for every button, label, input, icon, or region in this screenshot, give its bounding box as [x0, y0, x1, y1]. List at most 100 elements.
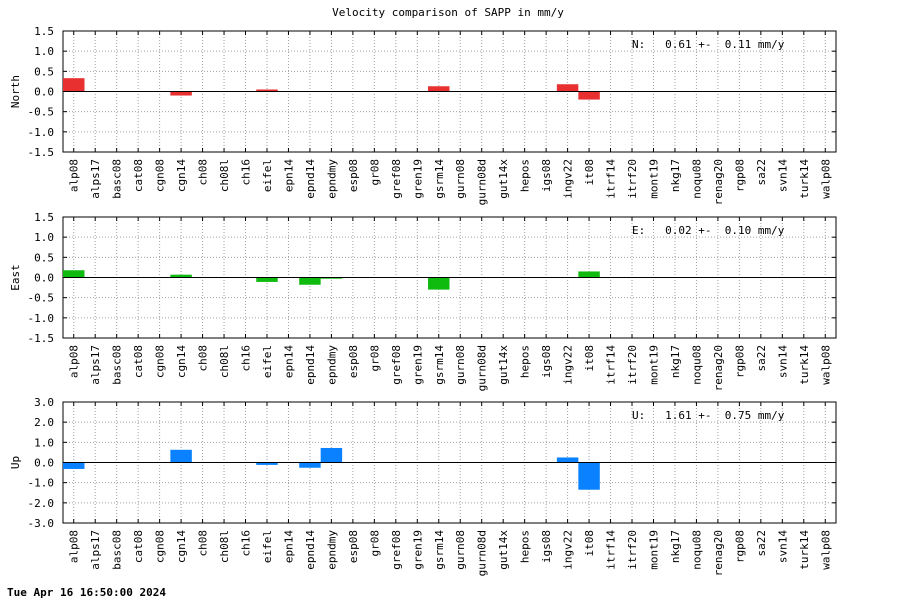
- x-tick-label: itrf14: [605, 159, 618, 199]
- x-tick-label: gren19: [411, 159, 424, 199]
- x-tick-label: hepos: [519, 345, 532, 378]
- x-tick-label: alp08: [68, 530, 81, 563]
- x-tick-label: ch08: [197, 345, 210, 372]
- y-tick-label: 1.0: [34, 45, 54, 58]
- x-tick-label: walp08: [819, 345, 832, 385]
- x-tick-label: ch16: [240, 345, 253, 372]
- y-tick-label: -1.0: [28, 312, 55, 325]
- x-tick-label: epnd14: [304, 159, 317, 199]
- x-tick-label: esp08: [347, 530, 360, 563]
- x-tick-label: gren19: [411, 345, 424, 385]
- x-tick-label: gref08: [390, 530, 403, 570]
- x-tick-label: turk14: [798, 530, 811, 570]
- x-tick-label: cgn14: [175, 159, 188, 192]
- x-tick-label: sa22: [755, 530, 768, 557]
- x-tick-label: gurn08: [454, 530, 467, 570]
- x-tick-label: ch16: [240, 530, 253, 557]
- x-tick-label: noqu08: [690, 345, 703, 385]
- x-tick-label: basc08: [111, 159, 124, 199]
- x-tick-label: mont19: [647, 345, 660, 385]
- x-tick-label: cgn14: [175, 345, 188, 378]
- x-tick-label: nkg17: [669, 530, 682, 563]
- y-axis-label: East: [9, 264, 22, 291]
- panel-north: 1.5 1.0 0.5 0.0 -0.5 -1.0 -1.5 North N: 0.61 +- …: [9, 25, 837, 205]
- x-tick-label: igs08: [540, 159, 553, 192]
- x-tick-label: mont19: [647, 159, 660, 199]
- x-tick-label: rgp08: [733, 159, 746, 192]
- x-tick-label: alps17: [89, 159, 102, 199]
- x-tick-label: gsrm14: [433, 530, 446, 570]
- bar-alp08: [63, 270, 85, 278]
- x-tick-label: esp08: [347, 345, 360, 378]
- x-tick-label: noqu08: [690, 530, 703, 570]
- x-tick-label: gref08: [390, 345, 403, 385]
- y-tick-label: 1.0: [34, 436, 54, 449]
- x-tick-label: ingv22: [562, 159, 575, 199]
- bar-epndmy: [320, 447, 343, 463]
- x-tick-label: hepos: [519, 530, 532, 563]
- y-tick-label: 0.5: [34, 65, 54, 78]
- x-tick-label: gren19: [411, 530, 424, 570]
- y-tick-label: -0.5: [28, 106, 55, 119]
- x-tick-label: turk14: [798, 345, 811, 385]
- chart-title: Velocity comparison of SAPP in mm/y: [332, 6, 564, 19]
- bar-cgn14: [170, 91, 192, 96]
- x-tick-label: alp08: [68, 345, 81, 378]
- x-tick-label: gut14x: [497, 530, 510, 570]
- x-tick-label: turk14: [798, 159, 811, 199]
- x-tick-label: mont19: [647, 530, 660, 570]
- bar-it08: [578, 91, 600, 100]
- x-tick-label: cgn08: [154, 345, 167, 378]
- x-tick-label: walp08: [819, 159, 832, 199]
- stat-annotation: U: 1.61 +- 0.75 mm/y: [632, 409, 785, 422]
- x-tick-label: epn14: [282, 530, 295, 563]
- y-tick-label: 3.0: [34, 396, 54, 409]
- x-tick-label: gr08: [368, 159, 381, 186]
- bar-epndmy: [320, 277, 343, 279]
- bar-epnd14: [299, 462, 321, 468]
- bar-epnd14: [299, 277, 321, 285]
- x-tick-label: gsrm14: [433, 159, 446, 199]
- x-tick-label: basc08: [111, 530, 124, 570]
- x-tick-label: igs08: [540, 345, 553, 378]
- bar-ingv22: [556, 457, 579, 463]
- x-tick-label: gurn08d: [476, 159, 489, 205]
- y-tick-label: 0.5: [34, 251, 54, 264]
- x-tick-label: itrf14: [605, 530, 618, 570]
- y-tick-label: 1.5: [34, 211, 54, 224]
- y-tick-label: -3.0: [28, 517, 55, 530]
- x-tick-label: basc08: [111, 345, 124, 385]
- x-tick-label: gut14x: [497, 345, 510, 385]
- x-tick-label: hepos: [519, 159, 532, 192]
- y-tick-label: -1.5: [28, 332, 55, 345]
- x-tick-label: walp08: [819, 530, 832, 570]
- x-tick-label: esp08: [347, 159, 360, 192]
- x-tick-label: cat08: [132, 530, 145, 563]
- x-tick-label: gurn08: [454, 159, 467, 199]
- x-tick-label: epnd14: [304, 530, 317, 570]
- x-tick-label: svn14: [776, 530, 789, 563]
- y-tick-label: -0.5: [28, 292, 55, 305]
- x-tick-label: gr08: [368, 530, 381, 557]
- x-tick-label: ch08l: [218, 530, 231, 563]
- x-tick-label: renag20: [712, 159, 725, 205]
- x-tick-label: renag20: [712, 530, 725, 576]
- y-tick-label: -1.0: [28, 477, 55, 490]
- x-tick-label: cgn08: [154, 159, 167, 192]
- x-tick-label: epndmy: [325, 345, 338, 385]
- x-tick-label: itrf20: [626, 345, 639, 385]
- x-tick-label: eifel: [261, 530, 274, 563]
- panel-up: 3.0 2.0 1.0 0.0 -1.0 -2.0 -3.0 Up U: 1.61 +- 0.7…: [9, 396, 837, 576]
- x-tick-label: gurn08d: [476, 530, 489, 576]
- x-tick-label: cgn14: [175, 530, 188, 563]
- y-tick-label: 0.0: [34, 86, 54, 99]
- x-tick-label: svn14: [776, 159, 789, 192]
- x-tick-label: cat08: [132, 345, 145, 378]
- x-tick-label: renag20: [712, 345, 725, 391]
- bar-cgn14: [170, 449, 192, 463]
- x-tick-label: eifel: [261, 345, 274, 378]
- y-tick-label: 0.0: [34, 457, 54, 470]
- x-tick-label: nkg17: [669, 345, 682, 378]
- x-tick-label: epndmy: [325, 530, 338, 570]
- x-tick-label: rgp08: [733, 345, 746, 378]
